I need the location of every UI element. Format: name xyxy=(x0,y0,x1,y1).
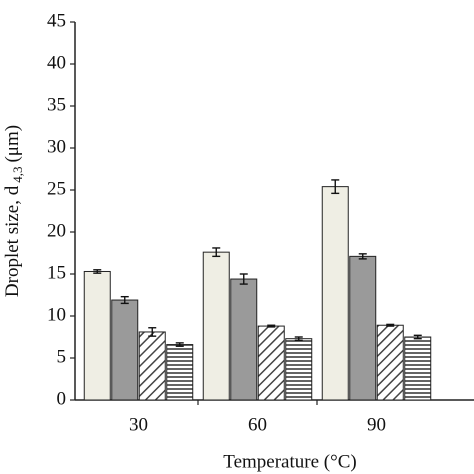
y-tick-label: 5 xyxy=(57,346,67,367)
y-tick-label: 45 xyxy=(47,10,66,31)
y-tick-label: 40 xyxy=(47,52,66,73)
y-axis-label-sub: 4,3 xyxy=(10,167,25,183)
bar xyxy=(230,278,258,401)
y-axis-label-unit: (μm) xyxy=(2,125,23,163)
error-bar xyxy=(294,336,303,342)
y-tick-label: 35 xyxy=(47,94,66,115)
bar xyxy=(166,344,194,401)
y-tick-label: 30 xyxy=(47,136,66,157)
y-tick-label: 0 xyxy=(57,388,67,409)
bar xyxy=(83,270,111,401)
error-bar xyxy=(267,324,276,328)
bar xyxy=(138,331,166,401)
y-tick-label: 20 xyxy=(47,220,66,241)
bar xyxy=(349,255,377,401)
error-bar xyxy=(175,342,184,347)
x-tick-label: 60 xyxy=(248,414,267,435)
error-bar xyxy=(331,179,340,195)
bar xyxy=(285,338,313,401)
y-tick-label: 15 xyxy=(47,262,66,283)
error-bar xyxy=(93,269,102,274)
error-bar xyxy=(413,334,422,340)
error-bar xyxy=(386,323,395,327)
bar xyxy=(376,324,404,401)
error-bar xyxy=(212,247,221,258)
x-tick-label: 90 xyxy=(367,414,386,435)
bar xyxy=(202,251,230,401)
bar xyxy=(257,325,285,401)
x-axis-label: Temperature (°C) xyxy=(223,451,356,472)
bar xyxy=(404,336,432,401)
y-tick-label: 10 xyxy=(47,304,66,325)
x-tick-label: 30 xyxy=(129,414,148,435)
bar xyxy=(111,299,139,401)
y-tick-label: 25 xyxy=(47,178,66,199)
error-bar xyxy=(148,327,157,337)
error-bar xyxy=(120,295,129,305)
y-axis-label-main: Droplet size, d xyxy=(2,185,23,297)
y-axis-label: Droplet size, d 4,3 (μm) xyxy=(2,125,25,297)
error-bar xyxy=(239,273,248,285)
error-bar xyxy=(358,253,367,260)
bar xyxy=(321,186,349,401)
